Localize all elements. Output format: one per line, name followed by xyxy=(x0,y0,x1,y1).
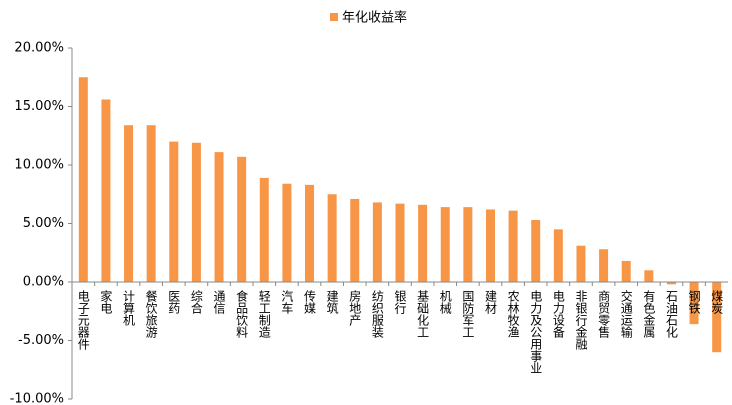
bar xyxy=(418,204,428,282)
y-tick-label: 0.00% xyxy=(23,275,64,290)
bar xyxy=(146,125,156,282)
legend-label: 年化收益率 xyxy=(342,10,407,26)
bar xyxy=(395,203,405,282)
x-tick-label: 电力设备 xyxy=(551,290,565,339)
x-tick-label: 非银行金融 xyxy=(574,290,588,351)
bar xyxy=(485,209,495,282)
x-tick-label: 建材 xyxy=(483,290,497,314)
x-tick-label: 石油石化 xyxy=(664,290,678,339)
bar xyxy=(305,184,315,282)
x-tick-label: 传媒 xyxy=(303,289,317,314)
bar xyxy=(214,152,224,282)
bar xyxy=(101,99,111,282)
x-tick-label: 食品饮料 xyxy=(235,289,249,338)
y-tick-label: 15.00% xyxy=(14,99,64,114)
x-tick-label: 煤炭 xyxy=(710,290,724,315)
bar xyxy=(327,194,337,282)
x-tick-label: 家电 xyxy=(99,289,113,314)
bar xyxy=(463,207,473,282)
bar xyxy=(531,219,541,282)
bar xyxy=(259,177,269,282)
bar xyxy=(599,249,609,282)
x-tick-label: 房地产 xyxy=(348,289,362,327)
x-tick-label: 综合 xyxy=(189,290,203,314)
x-tick-label: 医药 xyxy=(167,290,181,314)
x-tick-label: 建筑 xyxy=(325,290,339,314)
y-tick-label: 20.00% xyxy=(14,41,64,56)
bar xyxy=(124,125,134,282)
x-tick-label: 电子元器件 xyxy=(76,290,90,350)
bar xyxy=(576,245,586,282)
bar xyxy=(553,229,563,282)
bar xyxy=(350,198,360,282)
bar xyxy=(282,183,292,282)
x-tick-label: 银行 xyxy=(393,290,407,314)
x-tick-label: 计算机 xyxy=(122,290,136,326)
bar xyxy=(372,202,382,282)
y-tick-label: 10.00% xyxy=(14,158,64,173)
bar xyxy=(169,141,179,282)
x-tick-label: 商贸零售 xyxy=(597,289,611,338)
y-tick-label: -10.00% xyxy=(10,392,64,405)
bar xyxy=(666,282,676,285)
x-tick-label: 轻工制造 xyxy=(257,290,271,338)
x-tick-label: 国防军工 xyxy=(461,290,475,338)
bar xyxy=(78,77,88,282)
x-tick-label: 汽车 xyxy=(280,289,294,315)
x-tick-label: 基础化工 xyxy=(416,290,430,338)
x-tick-label: 纺织服装 xyxy=(370,290,384,339)
bar xyxy=(644,270,654,282)
x-tick-label: 农林牧渔 xyxy=(506,290,520,338)
x-tick-label: 餐饮旅游 xyxy=(144,289,158,338)
bar xyxy=(508,210,518,282)
bar xyxy=(621,260,631,282)
bar xyxy=(237,156,247,282)
bar xyxy=(440,207,450,282)
y-tick-label: 5.00% xyxy=(23,216,64,231)
y-tick-label: -5.00% xyxy=(18,333,64,348)
x-tick-label: 有色金属 xyxy=(642,290,656,339)
x-tick-label: 钢铁 xyxy=(687,290,701,314)
bar xyxy=(689,282,699,325)
bar xyxy=(191,142,201,282)
x-tick-label: 机械 xyxy=(438,290,452,314)
legend-swatch xyxy=(330,13,338,21)
bar xyxy=(712,282,722,353)
x-tick-label: 电力及公用事业 xyxy=(529,290,543,374)
x-tick-label: 通信 xyxy=(212,290,226,315)
x-tick-label: 交通运输 xyxy=(619,289,633,339)
